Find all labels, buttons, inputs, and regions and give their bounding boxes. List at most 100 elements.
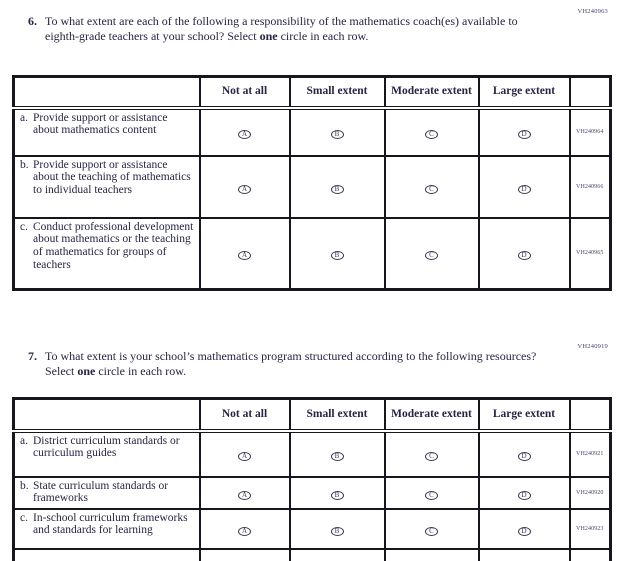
response-oval-d[interactable]: D [517,184,531,194]
response-oval-d[interactable]: D [517,490,531,500]
empty-cell [288,547,386,561]
row-letter: a. [20,434,28,447]
response-oval-c[interactable]: C [425,184,438,194]
response-cell-small-extent: B [288,507,386,550]
response-oval-b[interactable]: B [330,526,344,536]
empty-cell [477,547,571,561]
row-letter: b. [20,158,29,171]
oval-letter: C [429,452,434,460]
row-accession-code: VH240923 [568,507,612,550]
table-body: a. District curriculum standards or curr… [12,429,612,561]
question-text-segment: circle in each row. [95,363,187,378]
response-oval-c[interactable]: C [425,452,438,461]
response-oval-d[interactable]: D [517,251,531,261]
header-row: Not at all Small extent Moderate extent … [12,75,612,110]
column-header-large-extent: Large extent [477,397,571,433]
response-oval-d[interactable]: D [517,526,531,536]
response-oval-a[interactable]: A [238,184,251,194]
response-cell-moderate-extent: C [383,106,480,157]
column-header-moderate-extent: Moderate extent [383,75,480,110]
header-row: Not at all Small extent Moderate extent … [12,397,612,433]
response-cell-large-extent: D [477,216,571,291]
response-table: Not at all Small extent Moderate extent … [12,75,612,291]
question-text-segment: To what extent are each of the following… [45,14,518,43]
oval-letter: A [241,452,248,460]
response-cell-small-extent: B [288,216,386,291]
table-body: a. Provide support or assistance about m… [12,106,612,291]
response-cell-moderate-extent: C [383,429,480,478]
table-row: c. Conduct professional development abou… [12,216,612,291]
row-label-cell: c. In-school curriculum frameworks and s… [12,507,201,550]
column-header-not-at-all: Not at all [198,75,291,110]
response-oval-c[interactable]: C [425,251,438,261]
oval-letter: D [521,490,527,499]
empty-cell [12,547,201,561]
response-oval-d[interactable]: D [517,452,531,461]
oval-letter: D [521,452,527,460]
response-oval-b[interactable]: B [330,130,344,139]
table-row-cutoff [12,547,612,561]
column-header-large-extent: Large extent [477,75,571,110]
response-cell-small-extent: B [288,154,386,219]
column-header-small-extent: Small extent [288,397,386,433]
oval-letter: C [429,490,434,499]
row-label: State curriculum standards or frameworks [33,479,169,505]
response-cell-moderate-extent: C [383,154,480,219]
response-oval-c[interactable]: C [425,526,438,536]
question-header: 6. To what extent are each of the follow… [28,14,545,43]
question-number: 7. [28,349,37,363]
response-cell-moderate-extent: C [383,475,480,510]
question-text-segment: To what extent is your school’s mathemat… [45,349,537,378]
row-letter: a. [20,111,28,124]
question-accession-code: VH240963 [577,8,608,15]
empty-cell [383,547,480,561]
oval-letter: A [241,490,248,499]
oval-letter: D [521,251,527,260]
response-cell-moderate-extent: C [383,216,480,291]
row-accession-code: VH240964 [568,106,612,157]
response-oval-a[interactable]: A [238,130,251,139]
response-cell-not-at-all: A [198,507,291,550]
response-oval-d[interactable]: D [517,130,531,139]
response-oval-a[interactable]: A [238,490,251,500]
response-cell-not-at-all: A [198,154,291,219]
row-label: Provide support or assistance about math… [33,111,168,137]
oval-letter: B [334,130,340,138]
response-cell-large-extent: D [477,475,571,510]
oval-letter: B [334,526,340,535]
question-text-segment: circle in each row. [277,28,369,43]
oval-letter: C [429,184,434,193]
response-oval-a[interactable]: A [238,526,251,536]
response-cell-moderate-extent: C [383,507,480,550]
response-oval-c[interactable]: C [425,130,438,139]
response-cell-small-extent: B [288,475,386,510]
oval-letter: B [334,452,340,460]
oval-letter: C [429,251,434,260]
empty-cell [568,547,612,561]
response-oval-a[interactable]: A [238,452,251,461]
oval-letter: A [241,526,248,535]
column-header-small-extent: Small extent [288,75,386,110]
response-oval-c[interactable]: C [425,490,438,500]
response-oval-a[interactable]: A [238,251,251,261]
row-letter: c. [20,220,28,233]
response-cell-not-at-all: A [198,475,291,510]
oval-letter: D [521,130,527,138]
column-header-not-at-all: Not at all [198,397,291,433]
empty-header-cell [12,75,201,110]
row-label-cell: a. District curriculum standards or curr… [12,429,201,478]
response-oval-b[interactable]: B [330,184,344,194]
question-accession-code: VH240919 [577,343,608,350]
question-header: 7. To what extent is your school’s mathe… [28,349,545,378]
response-oval-b[interactable]: B [330,490,344,500]
oval-letter: B [334,251,340,260]
oval-letter: C [429,526,434,535]
response-cell-large-extent: D [477,154,571,219]
response-oval-b[interactable]: B [330,452,344,461]
response-cell-small-extent: B [288,429,386,478]
column-header-moderate-extent: Moderate extent [383,397,480,433]
response-oval-b[interactable]: B [330,251,344,261]
table-row: a. Provide support or assistance about m… [12,106,612,157]
row-label-cell: c. Conduct professional development abou… [12,216,201,291]
